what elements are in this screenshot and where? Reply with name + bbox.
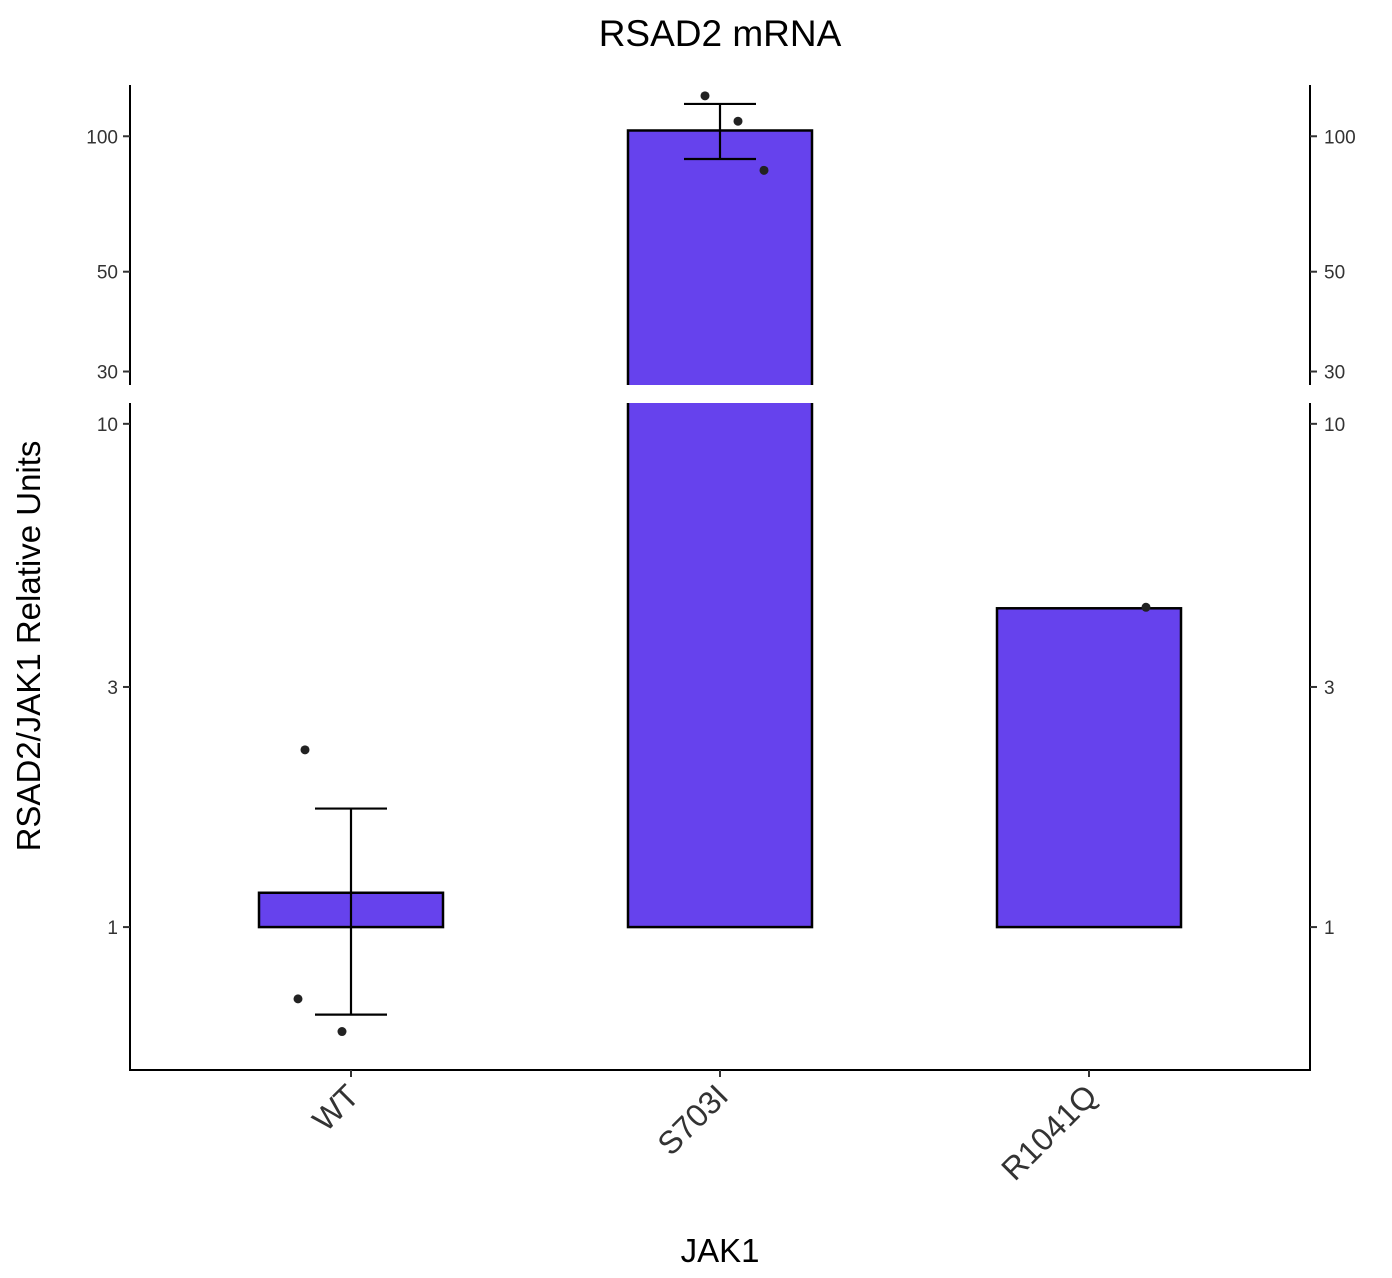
x-tick-label: R1041Q bbox=[994, 1077, 1104, 1187]
right-y-tick-label: 3 bbox=[1324, 678, 1335, 699]
data-point bbox=[1141, 602, 1151, 612]
y-tick-label: 100 bbox=[86, 127, 118, 148]
right-y-tick-label: 10 bbox=[1324, 415, 1345, 436]
plot-area: 1 1 3 3 10 10 30 30 50 50 100 100 WT S703I R1041Q bbox=[86, 85, 1356, 1187]
y-tick-label: 3 bbox=[107, 678, 118, 699]
y-tick-label: 50 bbox=[97, 263, 118, 284]
bar-r1041q bbox=[995, 607, 1183, 929]
axis-break-gap bbox=[625, 385, 815, 403]
data-point bbox=[300, 745, 310, 755]
y-tick-label: 1 bbox=[107, 918, 118, 939]
right-y-tick-label: 100 bbox=[1324, 127, 1356, 148]
bar-s703i-upper bbox=[626, 129, 814, 389]
right-y-tick-label: 30 bbox=[1324, 363, 1345, 384]
chart-title: RSAD2 mRNA bbox=[599, 13, 842, 54]
y-axis-title: RSAD2/JAK1 Relative Units bbox=[10, 441, 47, 852]
y-tick-label: 10 bbox=[97, 415, 118, 436]
data-point bbox=[293, 994, 303, 1004]
data-point bbox=[733, 116, 743, 126]
data-point bbox=[759, 165, 769, 175]
bar-s703i-lower bbox=[626, 399, 814, 929]
right-y-tick-label: 1 bbox=[1324, 918, 1335, 939]
x-tick-label: S703I bbox=[650, 1077, 735, 1162]
data-point bbox=[337, 1027, 347, 1037]
data-point bbox=[700, 91, 710, 101]
x-tick-label: WT bbox=[305, 1077, 366, 1138]
x-axis-title: JAK1 bbox=[681, 1232, 760, 1269]
y-tick-label: 30 bbox=[97, 363, 118, 384]
right-y-tick-label: 50 bbox=[1324, 263, 1345, 284]
